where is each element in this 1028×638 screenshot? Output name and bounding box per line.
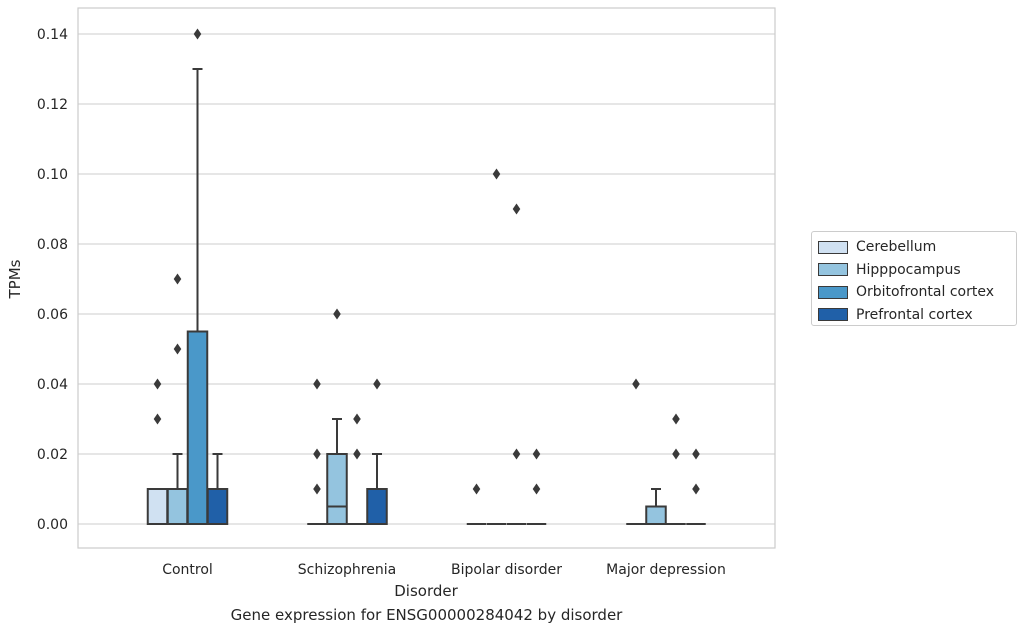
box-group: [626, 378, 646, 525]
box-group: [666, 413, 686, 525]
outlier-marker: [492, 168, 501, 180]
box-group: [506, 203, 527, 525]
outlier-marker: [672, 448, 680, 460]
outlier-marker: [173, 273, 182, 285]
box-group: [307, 378, 327, 525]
outlier-marker: [173, 343, 182, 355]
outlier-marker: [313, 448, 321, 460]
legend-swatch: [818, 263, 848, 277]
y-tick-label: 0.00: [37, 517, 68, 533]
x-tick-label: Bipolar disorder: [451, 562, 562, 578]
x-tick-label: Schizophrenia: [298, 562, 396, 578]
outlier-marker: [532, 483, 541, 495]
plot-background: [78, 8, 775, 548]
outlier-marker: [193, 28, 202, 40]
x-tick-labels: Control Schizophrenia Bipolar disorder Majo…: [162, 562, 726, 578]
legend-label: Hipppocampus: [856, 261, 961, 278]
outlier-marker: [532, 448, 541, 460]
y-tick-label: 0.08: [37, 237, 68, 253]
legend-label: Prefrontal cortex: [856, 306, 973, 323]
y-tick-label: 0.04: [37, 377, 68, 393]
box-group: [186, 28, 209, 525]
outlier-marker: [153, 413, 162, 425]
outlier-marker: [512, 203, 521, 215]
legend-label: Orbitofrontal cortex: [856, 284, 994, 301]
outlier-marker: [153, 378, 162, 390]
outlier-marker: [333, 308, 341, 320]
box-group: [206, 453, 229, 525]
y-tick-label: 0.12: [37, 97, 68, 113]
y-tick-label: 0.14: [37, 27, 68, 43]
boxes: [146, 28, 706, 525]
outlier-marker: [353, 448, 361, 460]
box-group: [347, 413, 367, 525]
box-body: [166, 488, 189, 525]
outlier-marker: [672, 413, 680, 425]
outlier-marker: [472, 483, 481, 495]
legend-item-cerebellum: Cerebellum: [818, 236, 1016, 259]
box-group: [486, 168, 507, 525]
y-axis-label: TPMs: [6, 259, 24, 299]
box-group: [366, 378, 388, 525]
box-group: [645, 488, 667, 525]
box-body: [186, 330, 209, 525]
y-tick-labels: 0.00 0.02 0.04 0.06 0.08 0.10 0.12 0.14: [37, 27, 68, 533]
box-body: [206, 488, 229, 525]
y-tick-label: 0.10: [37, 167, 68, 183]
y-tick-label: 0.06: [37, 307, 68, 323]
outlier-marker: [313, 378, 321, 390]
outlier-marker: [373, 378, 381, 390]
legend-swatch: [818, 240, 848, 254]
box-group: [686, 448, 706, 525]
outlier-marker: [692, 448, 700, 460]
box-group: [466, 483, 487, 525]
box-body: [366, 488, 388, 525]
outlier-marker: [692, 483, 700, 495]
outlier-marker: [512, 448, 521, 460]
plot-frame: [77, 7, 776, 549]
outlier-marker: [632, 378, 640, 390]
box-group: [326, 308, 348, 525]
legend-swatch: [818, 308, 848, 322]
outlier-marker: [313, 483, 321, 495]
box-group: [526, 448, 547, 525]
outlier-marker: [353, 413, 361, 425]
legend-swatch: [818, 285, 848, 299]
x-tick-label: Major depression: [606, 562, 726, 578]
figure-caption: Gene expression for ENSG00000284042 by d…: [230, 606, 623, 624]
y-tick-label: 0.02: [37, 447, 68, 463]
legend: Cerebellum Hipppocampus Orbitofrontal co…: [811, 231, 1017, 326]
box-body: [146, 488, 169, 525]
x-axis-label: Disorder: [394, 582, 458, 600]
x-tick-label: Control: [162, 562, 213, 578]
legend-item-hippocampus: Hipppocampus: [818, 259, 1016, 282]
box-body: [326, 453, 348, 525]
legend-label: Cerebellum: [856, 239, 937, 256]
legend-item-orbitofrontal-cortex: Orbitofrontal cortex: [818, 281, 1016, 304]
box-body: [645, 505, 667, 525]
legend-item-prefrontal-cortex: Prefrontal cortex: [818, 304, 1016, 327]
